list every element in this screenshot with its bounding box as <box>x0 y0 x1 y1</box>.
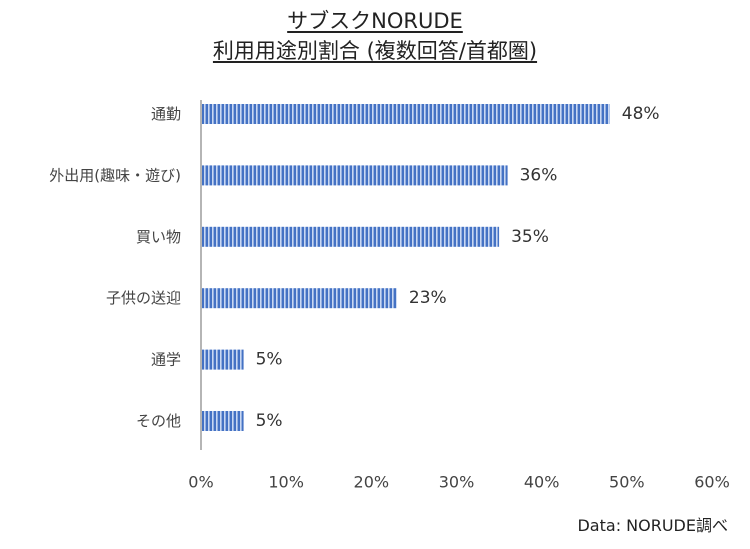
bar-1 <box>202 165 508 186</box>
x-tick-label-0: 0% <box>188 473 213 492</box>
data-label-3: 23% <box>409 288 447 308</box>
category-label-0: 通勤 <box>151 105 181 123</box>
bar-4 <box>202 349 244 370</box>
bar-3 <box>202 288 397 309</box>
x-tick-label-6: 60% <box>694 473 730 492</box>
x-tick-label-2: 20% <box>354 473 390 492</box>
data-label-5: 5% <box>256 411 283 431</box>
data-label-1: 36% <box>520 165 558 185</box>
x-tick-label-3: 30% <box>439 473 475 492</box>
x-tick-label-5: 50% <box>609 473 645 492</box>
chart-title-line1: サブスクNORUDE <box>287 9 463 33</box>
category-label-4: 通学 <box>151 351 181 369</box>
category-label-2: 買い物 <box>136 228 181 246</box>
data-label-4: 5% <box>256 350 283 370</box>
category-label-3: 子供の送迎 <box>106 289 181 307</box>
chart-title-line2: 利用用途別割合 (複数回答/首都圏) <box>212 39 538 63</box>
x-tick-label-1: 10% <box>268 473 304 492</box>
category-label-1: 外出用(趣味・遊び) <box>49 166 181 184</box>
x-tick-label-4: 40% <box>524 473 560 492</box>
bar-0 <box>202 104 610 124</box>
data-label-0: 48% <box>622 104 660 124</box>
data-source-note: Data: NORUDE調べ <box>577 516 728 535</box>
category-label-5: その他 <box>136 412 181 430</box>
bar-5 <box>202 411 244 431</box>
data-label-2: 35% <box>511 227 549 247</box>
bar-2 <box>202 226 500 247</box>
